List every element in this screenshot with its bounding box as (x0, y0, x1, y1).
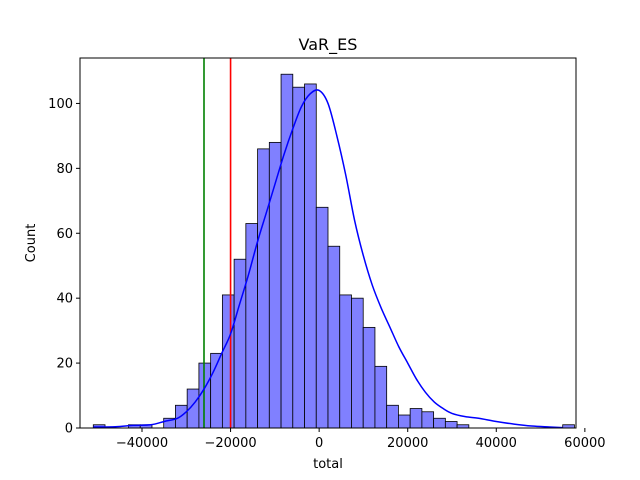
histogram-bar (386, 404, 399, 429)
histogram-bar (292, 86, 305, 429)
chart-title: VaR_ES (299, 35, 358, 55)
histogram-bar (280, 73, 294, 429)
x-axis-ticks: −40000 −20000 0 20000 40000 60000 (116, 428, 606, 451)
x-tick-label: −20000 (204, 436, 256, 451)
histogram-bar (351, 297, 364, 429)
histogram-bar (374, 365, 388, 429)
plot-frame (79, 57, 577, 429)
histogram-bar (257, 148, 270, 429)
x-tick-label: 60000 (564, 436, 605, 451)
histogram-bar (327, 245, 341, 429)
x-axis-label: total (313, 457, 343, 472)
x-tick-label: 20000 (387, 436, 428, 451)
histogram-bar (233, 258, 247, 429)
histogram-bar (362, 326, 376, 429)
x-tick-label: 0 (315, 436, 323, 451)
y-tick-label: 20 (56, 357, 73, 372)
histogram-bar (245, 223, 258, 429)
y-tick-label: 80 (56, 162, 73, 177)
reference-lines (203, 58, 232, 428)
histogram-bar (398, 414, 411, 429)
y-tick-label: 0 (65, 422, 73, 437)
y-tick-label: 60 (56, 227, 73, 242)
y-tick-label: 100 (48, 97, 73, 112)
histogram-bar (444, 421, 458, 429)
y-tick-label: 40 (56, 292, 73, 307)
kde-curve (93, 89, 563, 429)
histogram-bar (421, 411, 435, 429)
histogram-bar (304, 83, 317, 429)
histogram-bar (315, 206, 329, 429)
histogram-bar (409, 408, 423, 429)
y-axis-ticks: 0 20 40 60 80 100 (48, 97, 80, 437)
histogram-bar (433, 417, 446, 429)
x-tick-label: 40000 (476, 436, 517, 451)
histogram-bar (221, 294, 235, 429)
y-axis-label: Count (24, 224, 39, 263)
x-tick-label: −40000 (116, 436, 168, 451)
histogram-bar (339, 294, 352, 429)
